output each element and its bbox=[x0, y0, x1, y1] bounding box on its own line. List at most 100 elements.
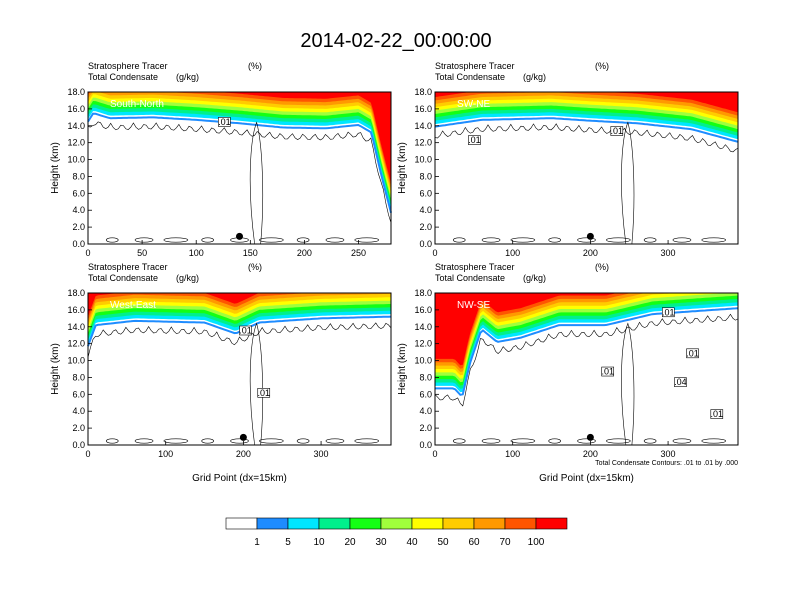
panel-south-north: .01 0.0 2.0 4.0 6.0 8.0 10.0 12.0 14.0 16.0 18.0 0 5… bbox=[50, 61, 392, 258]
contour-label: .01 bbox=[686, 348, 699, 358]
figure-title: 2014-02-22_00:00:00 bbox=[300, 30, 492, 52]
condensate-contour-upper bbox=[434, 313, 739, 407]
condensate-contour-low bbox=[701, 237, 727, 243]
x-tick-label: 0 bbox=[85, 248, 90, 258]
contour-label: .01 bbox=[468, 135, 481, 145]
location-marker bbox=[586, 232, 594, 240]
condensate-contour-low bbox=[163, 237, 189, 243]
colorbar-label: 1 bbox=[254, 537, 260, 548]
condensate-contour-upper bbox=[87, 322, 392, 358]
condensate-contour-low bbox=[296, 237, 310, 243]
header-left-2: Total Condensate bbox=[435, 273, 505, 283]
colorbar: 1 5 10 20 30 40 50 60 70 100 bbox=[225, 517, 568, 548]
header-right-2: (g/kg) bbox=[523, 72, 546, 82]
y-tick-label: 6.0 bbox=[419, 188, 432, 198]
y-tick-label: 2.0 bbox=[72, 423, 85, 433]
x-axis-label: Grid Point (dx=15km) bbox=[539, 473, 634, 484]
contour-label-box bbox=[218, 117, 231, 127]
condensate-contour-low bbox=[548, 438, 561, 444]
y-tick-label: 14.0 bbox=[414, 121, 432, 131]
condensate-contour-low bbox=[296, 438, 310, 444]
location-marker bbox=[239, 433, 247, 441]
tracer-band-6 bbox=[88, 293, 391, 327]
header-left-1: Stratosphere Tracer bbox=[88, 61, 168, 71]
y-tick-label: 16.0 bbox=[414, 104, 432, 114]
condensate-contour-low bbox=[134, 237, 154, 243]
colorbar-swatch bbox=[225, 517, 258, 530]
condensate-contour-low bbox=[606, 237, 631, 243]
condensate-contour-low bbox=[481, 438, 501, 444]
condensate-contour-low bbox=[672, 438, 692, 444]
condensate-contour-low bbox=[163, 438, 189, 444]
condensate-contour-low bbox=[230, 438, 249, 444]
y-tick-label: 10.0 bbox=[414, 356, 432, 366]
condensate-contour-low bbox=[606, 438, 631, 444]
colorbar-label: 5 bbox=[285, 537, 291, 548]
y-tick-label: 2.0 bbox=[419, 423, 432, 433]
contour-label: .01 bbox=[239, 326, 252, 336]
colorbar-label: 60 bbox=[468, 537, 480, 548]
y-tick-label: 6.0 bbox=[419, 389, 432, 399]
condensate-contour-low bbox=[134, 438, 154, 444]
colorbar-swatch bbox=[318, 517, 351, 530]
colorbar-swatch bbox=[287, 517, 320, 530]
y-tick-label: 0.0 bbox=[72, 440, 85, 450]
condensate-contour-low bbox=[577, 438, 596, 444]
y-tick-label: 10.0 bbox=[67, 155, 85, 165]
y-tick-label: 2.0 bbox=[419, 222, 432, 232]
y-tick-label: 10.0 bbox=[414, 155, 432, 165]
y-tick-label: 6.0 bbox=[72, 389, 85, 399]
header-right-2: (g/kg) bbox=[176, 273, 199, 283]
y-tick-label: 10.0 bbox=[67, 356, 85, 366]
colorbar-label: 40 bbox=[406, 537, 418, 548]
colorbar-label: 10 bbox=[313, 537, 325, 548]
tracer-band-7 bbox=[88, 92, 391, 190]
panel-label: SW-NE bbox=[457, 99, 490, 110]
y-tick-label: 16.0 bbox=[67, 104, 85, 114]
colorbar-swatch bbox=[380, 517, 413, 530]
tracer-fringe bbox=[434, 117, 739, 143]
y-tick-label: 18.0 bbox=[67, 288, 85, 298]
condensate-contour-low bbox=[325, 438, 345, 444]
y-tick-label: 8.0 bbox=[419, 171, 432, 181]
colorbar-swatch bbox=[256, 517, 289, 530]
condensate-contour-low bbox=[701, 438, 727, 444]
y-tick-label: 4.0 bbox=[419, 205, 432, 215]
header-left-2: Total Condensate bbox=[435, 72, 505, 82]
x-tick-label: 200 bbox=[583, 248, 598, 258]
x-tick-label: 200 bbox=[236, 449, 251, 459]
contour-label-box bbox=[610, 126, 624, 136]
condensate-contour-low bbox=[259, 438, 284, 444]
condensate-contour-low bbox=[354, 438, 380, 444]
contour-label: .01 bbox=[257, 388, 270, 398]
colorbar-label: 70 bbox=[499, 537, 511, 548]
colorbar-swatch bbox=[349, 517, 382, 530]
condensate-contour-low bbox=[259, 237, 284, 243]
colorbar-label: 50 bbox=[437, 537, 449, 548]
location-marker bbox=[586, 433, 594, 441]
tracer-band-9 bbox=[88, 293, 391, 317]
contour-label-box bbox=[686, 348, 699, 359]
condensate-contour-column bbox=[249, 121, 264, 245]
condensate-contour-low bbox=[325, 237, 345, 243]
x-tick-label: 100 bbox=[505, 449, 520, 459]
x-tick-label: 0 bbox=[432, 449, 437, 459]
x-tick-label: 200 bbox=[583, 449, 598, 459]
y-tick-label: 8.0 bbox=[419, 372, 432, 382]
x-tick-label: 300 bbox=[314, 449, 329, 459]
colorbar-swatch bbox=[504, 517, 537, 530]
condensate-contour-low bbox=[548, 237, 561, 243]
y-tick-label: 18.0 bbox=[67, 87, 85, 97]
colorbar-label: 30 bbox=[375, 537, 387, 548]
y-axis-label: Height (km) bbox=[397, 142, 408, 194]
x-tick-label: 0 bbox=[85, 449, 90, 459]
condensate-contour-upper bbox=[434, 123, 739, 153]
contour-label: .01 bbox=[601, 367, 614, 377]
contour-label-box bbox=[468, 135, 481, 145]
panel-west-east: .01 .01 0.0 2.0 4.0 6.0 8.0 10.0 12.0 14.0 16.0 18.… bbox=[50, 262, 392, 484]
header-right-1: (%) bbox=[248, 61, 262, 71]
contour-label-box bbox=[601, 366, 615, 377]
contour-label-box bbox=[239, 325, 252, 336]
y-axis-label: Height (km) bbox=[397, 343, 408, 395]
